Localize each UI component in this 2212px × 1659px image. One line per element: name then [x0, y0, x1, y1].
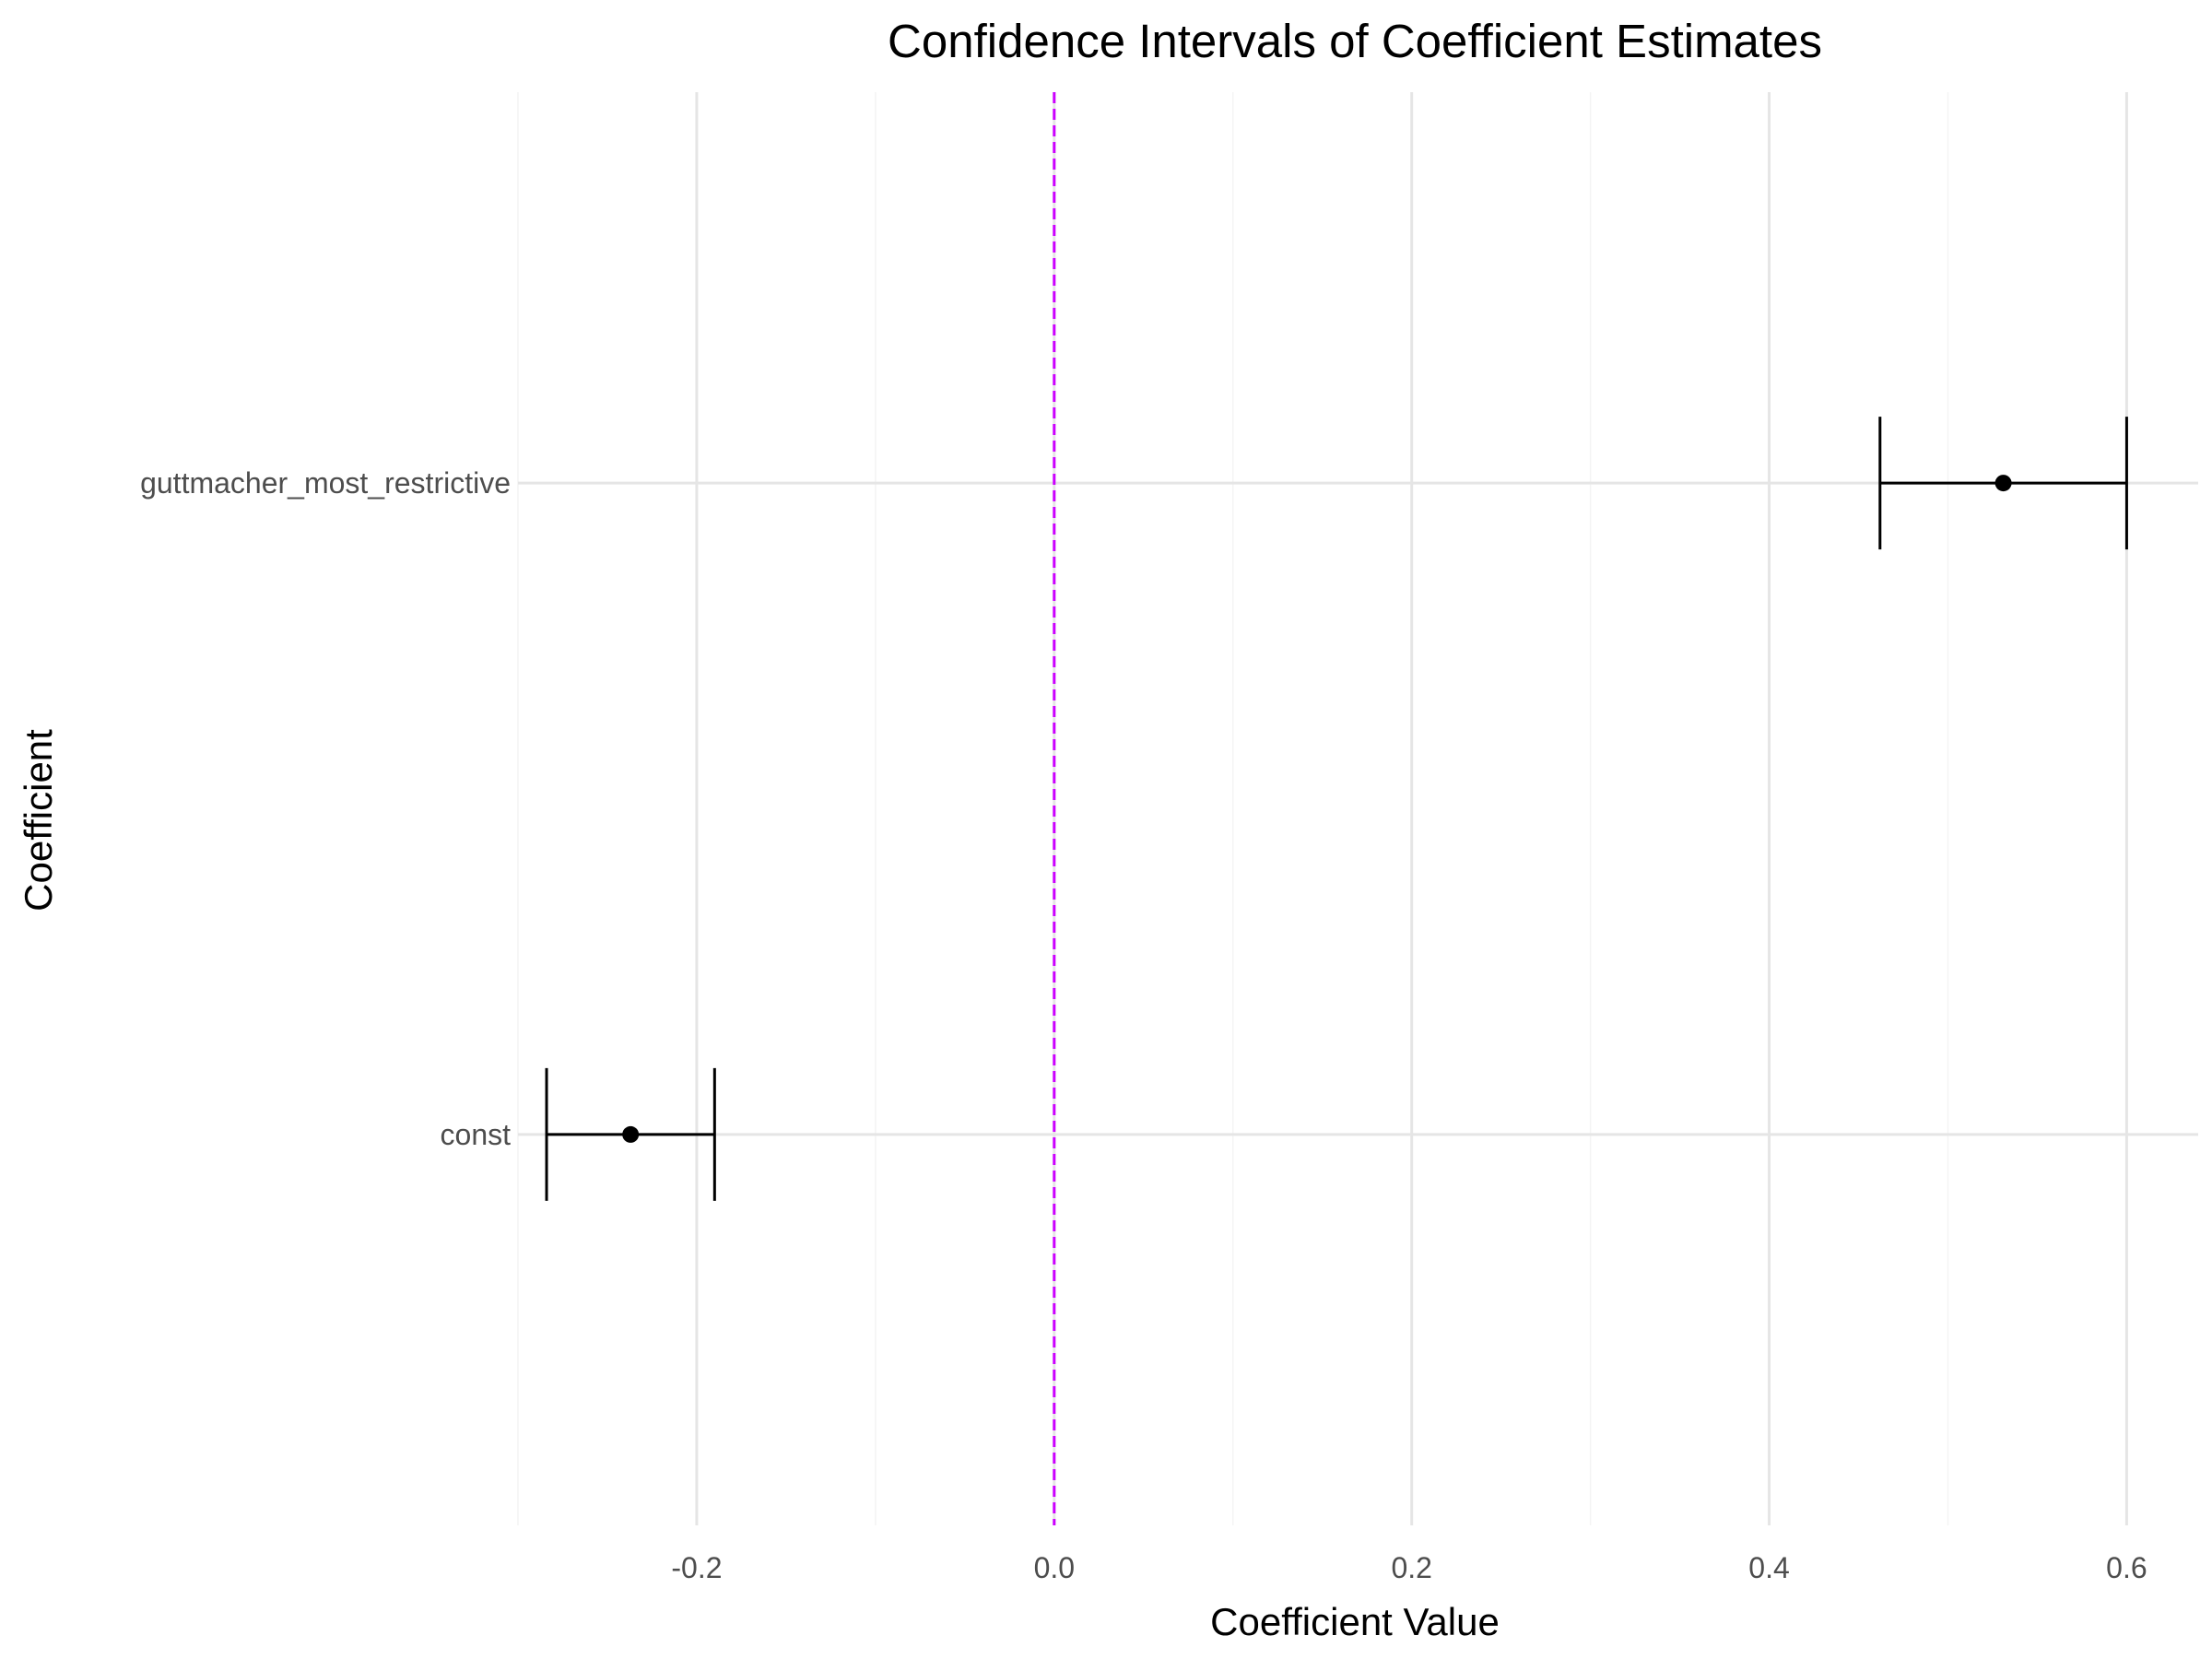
x-tick-label: 0.0 [1034, 1551, 1075, 1584]
x-tick-label: 0.4 [1748, 1551, 1789, 1584]
x-tick-label: 0.6 [2106, 1551, 2147, 1584]
marks-layer [545, 417, 2128, 1201]
labels-layer: -0.2 0.0 0.2 0.4 0.6 guttmacher_most_restrict… [140, 466, 2147, 1584]
chart-title: Confidence Intervals of Coefficient Esti… [888, 15, 1822, 67]
y-axis-title: Coefficient [17, 729, 60, 912]
x-axis-title: Coefficient Value [1210, 1600, 1500, 1643]
y-category-label: guttmacher_most_restrictive [140, 466, 511, 500]
estimate-point [622, 1125, 640, 1143]
x-tick-label: -0.2 [671, 1551, 722, 1584]
y-category-label: const [441, 1118, 512, 1151]
grid-layer [517, 92, 2198, 1525]
estimate-point [1994, 475, 2012, 492]
x-tick-label: 0.2 [1391, 1551, 1431, 1584]
